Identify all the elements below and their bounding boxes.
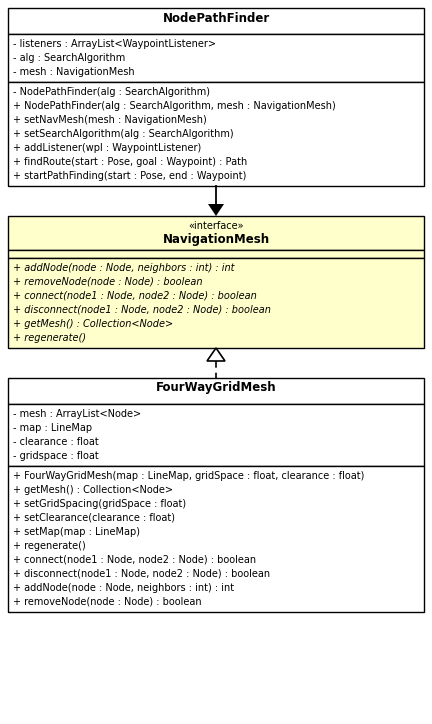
Text: + connect(node1 : Node, node2 : Node) : boolean: + connect(node1 : Node, node2 : Node) : … xyxy=(13,291,257,301)
Bar xyxy=(8,8,424,34)
Text: + setNavMesh(mesh : NavigationMesh): + setNavMesh(mesh : NavigationMesh) xyxy=(13,115,207,125)
Text: + setGridSpacing(gridSpace : float): + setGridSpacing(gridSpace : float) xyxy=(13,499,186,509)
Text: «interface»: «interface» xyxy=(188,221,244,231)
Bar xyxy=(8,258,424,348)
Text: + connect(node1 : Node, node2 : Node) : boolean: + connect(node1 : Node, node2 : Node) : … xyxy=(13,555,256,565)
Text: + setMap(map : LineMap): + setMap(map : LineMap) xyxy=(13,527,140,537)
Text: - mesh : ArrayList<Node>: - mesh : ArrayList<Node> xyxy=(13,409,141,419)
Text: NavigationMesh: NavigationMesh xyxy=(162,234,270,246)
Text: + disconnect(node1 : Node, node2 : Node) : boolean: + disconnect(node1 : Node, node2 : Node)… xyxy=(13,569,270,579)
Text: + regenerate(): + regenerate() xyxy=(13,541,86,551)
Text: + getMesh() : Collection<Node>: + getMesh() : Collection<Node> xyxy=(13,319,173,329)
Text: FourWayGridMesh: FourWayGridMesh xyxy=(156,382,276,395)
Text: + regenerate(): + regenerate() xyxy=(13,333,86,343)
Text: + disconnect(node1 : Node, node2 : Node) : boolean: + disconnect(node1 : Node, node2 : Node)… xyxy=(13,305,271,315)
Text: + FourWayGridMesh(map : LineMap, gridSpace : float, clearance : float): + FourWayGridMesh(map : LineMap, gridSpa… xyxy=(13,471,364,481)
Bar xyxy=(8,250,424,258)
Text: + setClearance(clearance : float): + setClearance(clearance : float) xyxy=(13,513,175,523)
Bar xyxy=(8,216,424,250)
Text: + removeNode(node : Node) : boolean: + removeNode(node : Node) : boolean xyxy=(13,597,202,607)
Bar xyxy=(8,466,424,612)
Text: - NodePathFinder(alg : SearchAlgorithm): - NodePathFinder(alg : SearchAlgorithm) xyxy=(13,87,210,97)
Bar xyxy=(8,82,424,186)
Text: - map : LineMap: - map : LineMap xyxy=(13,423,92,433)
Polygon shape xyxy=(208,204,224,216)
Polygon shape xyxy=(207,348,225,361)
Text: + removeNode(node : Node) : boolean: + removeNode(node : Node) : boolean xyxy=(13,277,203,287)
Text: - mesh : NavigationMesh: - mesh : NavigationMesh xyxy=(13,67,135,77)
Bar xyxy=(8,378,424,404)
Text: + addListener(wpl : WaypointListener): + addListener(wpl : WaypointListener) xyxy=(13,143,201,153)
Bar xyxy=(8,34,424,82)
Bar xyxy=(8,404,424,466)
Text: - gridspace : float: - gridspace : float xyxy=(13,451,99,461)
Text: NodePathFinder: NodePathFinder xyxy=(162,12,270,25)
Text: + startPathFinding(start : Pose, end : Waypoint): + startPathFinding(start : Pose, end : W… xyxy=(13,171,246,181)
Text: - clearance : float: - clearance : float xyxy=(13,437,99,447)
Text: - listeners : ArrayList<WaypointListener>: - listeners : ArrayList<WaypointListener… xyxy=(13,39,216,49)
Text: + addNode(node : Node, neighbors : int) : int: + addNode(node : Node, neighbors : int) … xyxy=(13,583,234,593)
Text: - alg : SearchAlgorithm: - alg : SearchAlgorithm xyxy=(13,53,125,63)
Text: + NodePathFinder(alg : SearchAlgorithm, mesh : NavigationMesh): + NodePathFinder(alg : SearchAlgorithm, … xyxy=(13,101,336,111)
Text: + addNode(node : Node, neighbors : int) : int: + addNode(node : Node, neighbors : int) … xyxy=(13,263,235,273)
Text: + findRoute(start : Pose, goal : Waypoint) : Path: + findRoute(start : Pose, goal : Waypoin… xyxy=(13,157,247,167)
Text: + getMesh() : Collection<Node>: + getMesh() : Collection<Node> xyxy=(13,485,173,495)
Text: + setSearchAlgorithm(alg : SearchAlgorithm): + setSearchAlgorithm(alg : SearchAlgorit… xyxy=(13,129,234,139)
